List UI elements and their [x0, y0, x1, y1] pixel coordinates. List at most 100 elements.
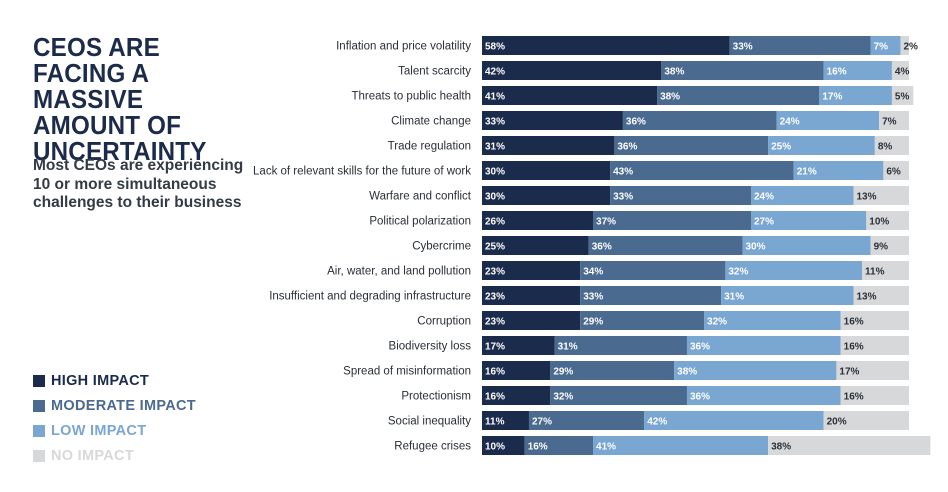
value-label-high: 17% — [485, 342, 505, 353]
bar-segment-low — [793, 161, 884, 180]
legend-item-none: NO IMPACT — [33, 443, 196, 468]
bar-segment-low — [644, 411, 824, 430]
bar-segment-high — [482, 61, 662, 80]
category-label: Air, water, and land pollution — [327, 266, 471, 278]
value-label-high: 23% — [485, 317, 505, 328]
bar-segment-moderate — [610, 186, 752, 205]
bar-segment-moderate — [580, 261, 726, 280]
bar-row: Lack of relevant skills for the future o… — [253, 161, 909, 180]
bar-row: Climate change 33% 36% 24% 7% — [391, 111, 909, 130]
value-label-moderate: 38% — [664, 67, 684, 78]
value-label-high: 58% — [485, 42, 505, 53]
bar-segment-low — [593, 436, 769, 455]
value-label-low: 21% — [797, 167, 817, 178]
value-label-moderate: 29% — [553, 367, 573, 378]
value-label-high: 23% — [485, 292, 505, 303]
value-label-low: 36% — [690, 342, 710, 353]
value-label-moderate: 38% — [660, 92, 680, 103]
bar-segment-low — [725, 261, 863, 280]
bar-row: Protectionism 16% 32% 36% 16% — [401, 386, 909, 405]
value-label-low: 36% — [690, 392, 710, 403]
bar-segment-none — [823, 411, 909, 430]
value-label-high: 16% — [485, 367, 505, 378]
value-label-low: 30% — [745, 242, 765, 253]
bar-row: Warfare and conflict 30% 33% 24% 13% — [369, 186, 909, 205]
legend-swatch-low — [33, 424, 45, 437]
bar-segment-moderate — [593, 211, 752, 230]
bar-segment-none — [768, 436, 931, 455]
bar-segment-none — [840, 386, 909, 405]
category-label: Threats to public health — [351, 91, 471, 103]
bar-segment-high — [482, 311, 581, 330]
bar-segment-low — [819, 86, 892, 105]
chart-subtitle: Most CEOs are experiencing 10 or more si… — [33, 157, 244, 211]
value-label-none: 5% — [895, 92, 910, 103]
category-label: Talent scarcity — [398, 66, 471, 78]
bar-segment-high — [482, 211, 594, 230]
value-label-low: 24% — [754, 192, 774, 203]
value-label-none: 20% — [827, 417, 847, 428]
bar-segment-none — [836, 361, 909, 380]
value-label-moderate: 33% — [733, 42, 753, 53]
value-label-moderate: 32% — [553, 392, 573, 403]
category-label: Corruption — [417, 316, 471, 328]
bar-segment-moderate — [610, 161, 794, 180]
category-label: Climate change — [391, 116, 471, 128]
value-label-low: 16% — [827, 67, 847, 78]
value-label-moderate: 36% — [617, 142, 637, 153]
value-label-moderate: 27% — [532, 417, 552, 428]
value-label-none: 4% — [895, 67, 910, 78]
value-label-moderate: 36% — [626, 117, 646, 128]
bar-segment-low — [704, 311, 841, 330]
bar-segment-low — [751, 211, 867, 230]
value-label-high: 10% — [485, 442, 505, 453]
bar-segment-high — [482, 386, 551, 405]
bar-segment-high — [482, 186, 611, 205]
value-label-moderate: 16% — [528, 442, 548, 453]
bar-segment-none — [866, 211, 909, 230]
bar-segment-none — [891, 86, 914, 105]
value-label-low: 25% — [771, 142, 791, 153]
bar-row: Cybercrime 25% 36% 30% 9% — [412, 236, 909, 255]
value-label-none: 2% — [903, 42, 918, 53]
value-label-high: 30% — [485, 167, 505, 178]
bar-segment-low — [751, 186, 854, 205]
category-label: Warfare and conflict — [369, 191, 472, 203]
legend-swatch-high — [33, 374, 45, 387]
legend-item-low: LOW IMPACT — [33, 418, 196, 443]
bar-segment-low — [674, 361, 837, 380]
value-label-moderate: 33% — [613, 192, 633, 203]
value-label-low: 38% — [677, 367, 697, 378]
category-label: Social inequality — [388, 416, 471, 428]
bar-row: Political polarization 26% 37% 27% 10% — [369, 211, 909, 230]
bar-segment-moderate — [622, 111, 777, 130]
value-label-low: 32% — [728, 267, 748, 278]
value-label-low: 24% — [780, 117, 800, 128]
value-label-low: 41% — [596, 442, 616, 453]
value-label-none: 6% — [886, 167, 901, 178]
bar-segment-moderate — [524, 436, 594, 455]
category-label: Protectionism — [401, 391, 471, 403]
value-label-high: 23% — [485, 267, 505, 278]
bar-row: Air, water, and land pollution 23% 34% 32% 1… — [327, 261, 909, 280]
bar-segment-high — [482, 411, 529, 430]
bar-segment-none — [840, 311, 909, 330]
value-label-high: 30% — [485, 192, 505, 203]
category-label: Insufficient and degrading infrastructur… — [269, 291, 471, 303]
bar-segment-low — [742, 236, 871, 255]
bar-segment-high — [482, 236, 589, 255]
bar-row: Insufficient and degrading infrastructur… — [269, 286, 909, 305]
value-label-none: 17% — [839, 367, 859, 378]
bar-segment-moderate — [550, 386, 687, 405]
bar-row: Threats to public health 41% 38% 17% 5% — [351, 86, 914, 105]
value-label-none: 11% — [865, 267, 885, 278]
value-label-none: 10% — [869, 217, 889, 228]
bar-segment-high — [482, 436, 525, 455]
value-label-high: 31% — [485, 142, 505, 153]
value-label-moderate: 36% — [592, 242, 612, 253]
bar-segment-none — [874, 136, 909, 155]
category-label: Trade regulation — [388, 141, 471, 153]
value-label-none: 16% — [844, 317, 864, 328]
value-label-low: 27% — [754, 217, 774, 228]
value-label-high: 11% — [485, 417, 505, 428]
